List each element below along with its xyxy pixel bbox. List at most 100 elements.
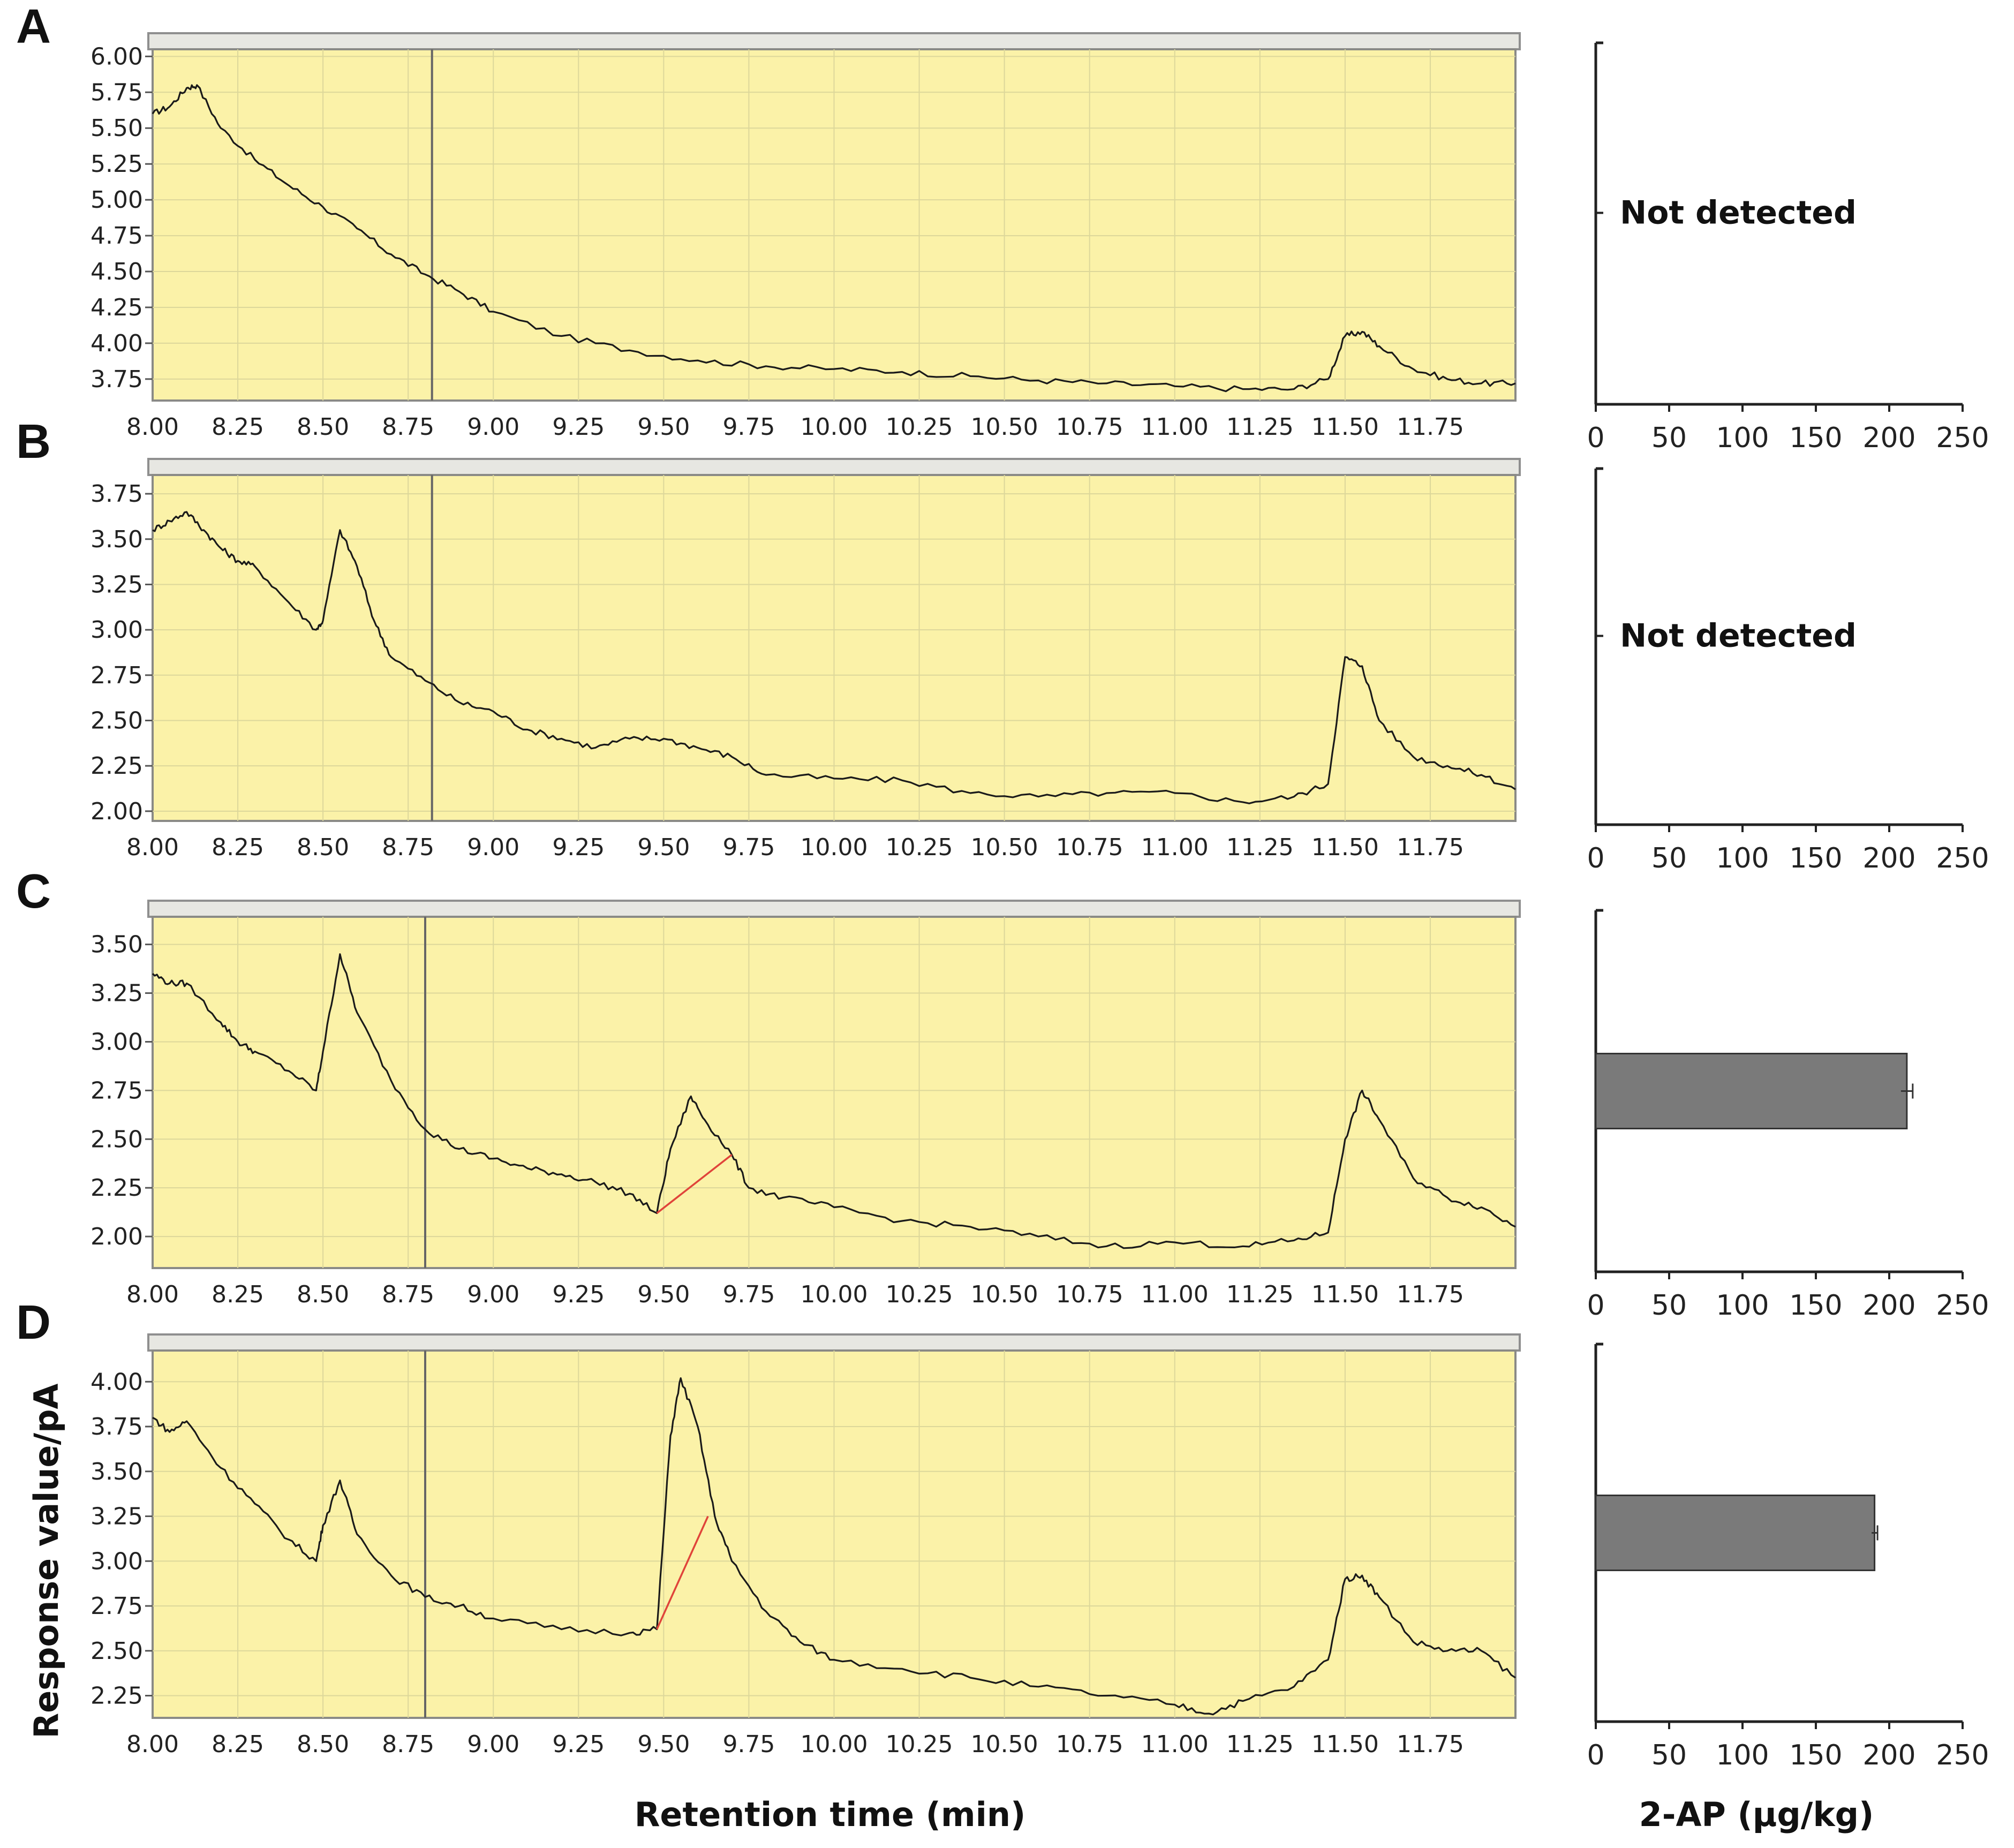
x-tick-label: 10.25 <box>886 1281 953 1308</box>
bar-axis-title: 2-AP (μg/kg) <box>1639 1795 1874 1834</box>
y-tick-label: 4.25 <box>90 294 143 321</box>
panel-d: D 8.00 8.25 8.50 8.75 9.00 9.25 9.50 9.75 10.00 10… <box>16 1296 1989 1771</box>
bar-x-tick-label: 200 <box>1862 422 1915 454</box>
chromatogram-trace <box>152 1377 1516 1716</box>
x-tick-label: 10.25 <box>886 834 953 861</box>
x-tick-label: 9.50 <box>637 1731 690 1758</box>
y-tick-label: 5.25 <box>90 150 143 178</box>
panel-letter: C <box>16 865 51 918</box>
x-tick-label: 11.75 <box>1397 413 1464 441</box>
x-tick-label: 8.50 <box>297 1731 349 1758</box>
x-tick-label: 11.50 <box>1311 834 1379 861</box>
x-axis-title: Retention time (min) <box>635 1795 1026 1834</box>
x-tick-label: 8.50 <box>297 834 349 861</box>
x-tick-label: 10.50 <box>971 413 1038 441</box>
bar-x-tick-label: 50 <box>1651 1289 1687 1322</box>
x-tick-label: 11.25 <box>1226 413 1294 441</box>
bar-x-tick-label: 150 <box>1789 1289 1842 1322</box>
y-tick-label: 2.50 <box>90 1638 143 1665</box>
bar-x-tick-label: 50 <box>1651 842 1687 874</box>
bar-x-tick-label: 100 <box>1716 422 1769 454</box>
panel-a: A 8.00 8.25 8.50 8.75 9.00 9.25 9.50 9.75 10.00 10… <box>16 0 1989 454</box>
x-tick-label: 9.25 <box>552 413 605 441</box>
chromatogram-trace <box>152 511 1516 804</box>
y-tick-label: 6.00 <box>90 43 143 70</box>
bar-x-tick-label: 150 <box>1789 842 1842 874</box>
x-tick-label: 9.50 <box>637 834 690 861</box>
x-tick-label: 10.00 <box>801 1281 868 1308</box>
y-tick-label: 2.75 <box>90 1077 143 1104</box>
y-tick-label: 2.25 <box>90 1174 143 1202</box>
y-tick-label: 3.00 <box>90 616 143 644</box>
bar-x-tick-label: 200 <box>1862 842 1915 874</box>
x-tick-label: 8.75 <box>382 413 434 441</box>
bar-x-tick-label: 50 <box>1651 1739 1687 1771</box>
panel-b: B 8.00 8.25 8.50 8.75 9.00 9.25 9.50 9.75 10.00 10… <box>16 415 1989 874</box>
x-tick-label: 9.25 <box>552 834 605 861</box>
window-title-strip <box>147 32 1521 50</box>
bar-x-tick-label: 0 <box>1587 422 1604 454</box>
x-tick-label: 9.50 <box>637 1281 690 1308</box>
not-detected-label: Not detected <box>1620 617 1857 655</box>
integration-baseline <box>656 1515 709 1630</box>
bar-x-tick-label: 150 <box>1789 1739 1842 1771</box>
bar-x-tick-label: 250 <box>1936 842 1989 874</box>
bar-x-tick-label: 100 <box>1716 1739 1769 1771</box>
x-tick-label: 8.50 <box>297 1281 349 1308</box>
panels-group: A 8.00 8.25 8.50 8.75 9.00 9.25 9.50 9.75 10.00 10… <box>16 0 1989 1771</box>
y-tick-label: 3.75 <box>90 366 143 393</box>
x-tick-label: 10.00 <box>801 413 868 441</box>
window-title-strip <box>147 458 1521 476</box>
x-tick-label: 11.75 <box>1397 1731 1464 1758</box>
bar-x-tick-label: 250 <box>1936 1289 1989 1322</box>
y-tick-label: 4.00 <box>90 330 143 357</box>
x-tick-label: 8.50 <box>297 413 349 441</box>
y-tick-label: 3.25 <box>90 571 143 598</box>
x-tick-label: 11.50 <box>1311 413 1379 441</box>
x-tick-label: 11.50 <box>1311 1281 1379 1308</box>
y-tick-label: 2.75 <box>90 662 143 689</box>
y-tick-label: 2.75 <box>90 1593 143 1620</box>
x-tick-label: 11.25 <box>1226 1281 1294 1308</box>
x-tick-label: 10.50 <box>971 1281 1038 1308</box>
y-axis-title: Response value/pA <box>27 1383 66 1738</box>
x-tick-label: 8.00 <box>126 1281 179 1308</box>
bar-x-tick-label: 50 <box>1651 422 1687 454</box>
panel-letter: B <box>16 415 51 469</box>
bar-x-tick-label: 200 <box>1862 1739 1915 1771</box>
bar-x-tick-label: 100 <box>1716 842 1769 874</box>
y-tick-label: 3.25 <box>90 1503 143 1530</box>
x-tick-label: 10.75 <box>1056 413 1123 441</box>
y-tick-label: 4.00 <box>90 1368 143 1396</box>
y-tick-label: 2.00 <box>90 798 143 825</box>
y-tick-label: 2.00 <box>90 1223 143 1250</box>
panel-letter: D <box>16 1296 51 1349</box>
x-tick-label: 9.00 <box>467 413 519 441</box>
x-tick-label: 10.50 <box>971 834 1038 861</box>
y-tick-label: 4.75 <box>90 222 143 250</box>
x-tick-label: 11.00 <box>1141 413 1209 441</box>
y-tick-label: 3.00 <box>90 1028 143 1055</box>
y-tick-label: 3.75 <box>90 480 143 508</box>
x-tick-label: 10.75 <box>1056 834 1123 861</box>
x-tick-label: 9.75 <box>722 413 775 441</box>
window-title-strip <box>147 1333 1521 1352</box>
x-tick-label: 8.25 <box>212 834 264 861</box>
bar-x-tick-label: 250 <box>1936 1739 1989 1771</box>
chromatogram-trace <box>152 84 1516 393</box>
x-tick-label: 8.00 <box>126 1731 179 1758</box>
x-tick-label: 9.25 <box>552 1731 605 1758</box>
x-tick-label: 8.75 <box>382 1281 434 1308</box>
x-tick-label: 8.25 <box>212 1281 264 1308</box>
y-tick-label: 2.50 <box>90 1126 143 1153</box>
bar <box>1595 1495 1876 1571</box>
x-tick-label: 8.25 <box>212 413 264 441</box>
bar-x-tick-label: 100 <box>1716 1289 1769 1322</box>
x-tick-label: 9.00 <box>467 1281 519 1308</box>
y-tick-label: 2.25 <box>90 1683 143 1710</box>
x-tick-label: 8.25 <box>212 1731 264 1758</box>
panel-letter: A <box>16 0 51 54</box>
x-tick-label: 9.00 <box>467 1731 519 1758</box>
chromatogram-trace <box>152 953 1516 1249</box>
y-tick-label: 5.75 <box>90 79 143 106</box>
